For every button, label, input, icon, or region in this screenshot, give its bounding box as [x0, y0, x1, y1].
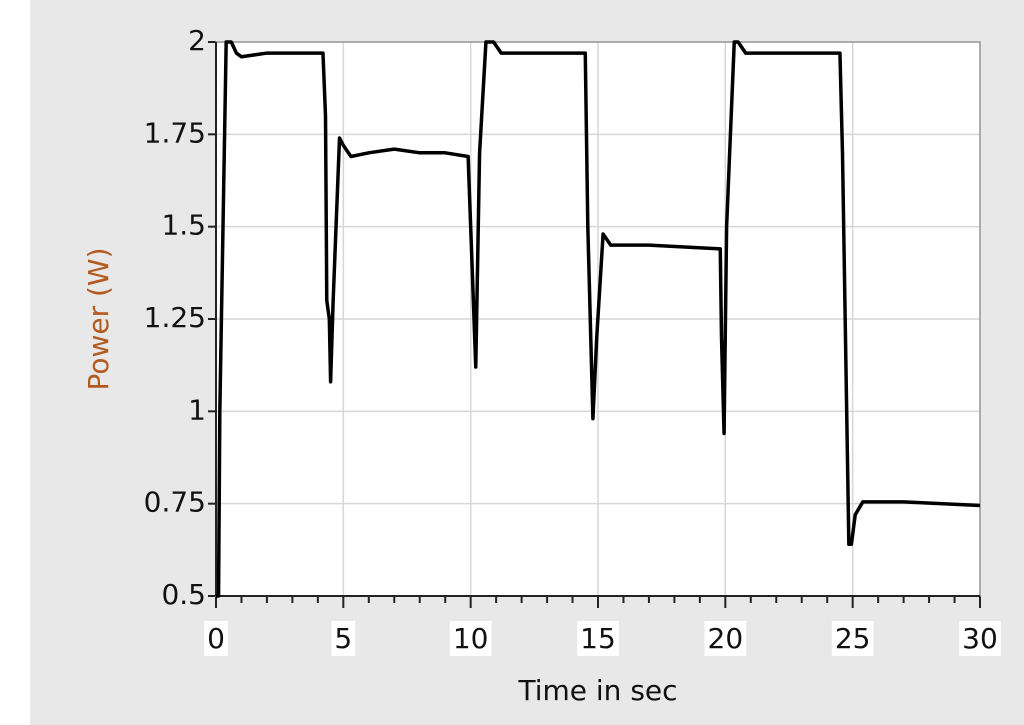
x-tick-label-bg: [831, 621, 874, 656]
y-tick-label: 1.75: [144, 116, 206, 149]
y-tick-label: 1: [188, 393, 206, 426]
x-tick-label-bg: [449, 621, 492, 656]
x-tick-label: 10: [453, 622, 489, 655]
y-tick-label: 1.5: [161, 209, 206, 242]
y-tick-label: 2: [188, 24, 206, 57]
x-tick-label: 25: [835, 622, 871, 655]
x-tick-label: 15: [580, 622, 616, 655]
x-tick-label: 20: [708, 622, 744, 655]
x-tick-label-bg: [959, 621, 1001, 656]
y-tick-label: 0.5: [161, 578, 206, 611]
y-axis-label: Power (W): [82, 247, 115, 390]
x-tick-label-bg: [204, 621, 228, 656]
x-tick-label: 5: [334, 622, 352, 655]
x-tick-label: 0: [207, 622, 225, 655]
data-line: [216, 40, 981, 598]
x-tick-label-bg: [331, 621, 356, 656]
x-axis-label: Time in sec: [517, 674, 677, 707]
y-tick-label: 1.25: [144, 301, 206, 334]
x-tick-label-bg: [577, 621, 619, 656]
x-tick-label-bg: [704, 621, 747, 656]
y-tick-label: 0.75: [144, 486, 206, 519]
x-tick-label: 30: [962, 622, 998, 655]
